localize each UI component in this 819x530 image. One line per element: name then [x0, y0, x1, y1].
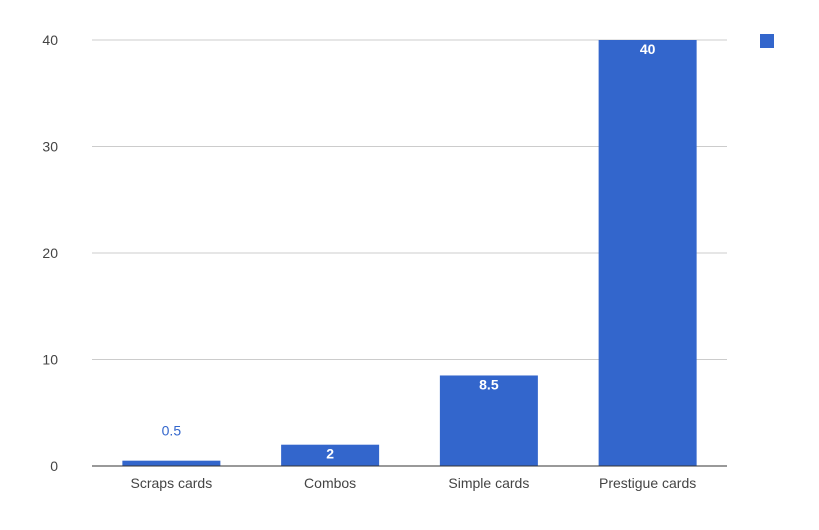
y-tick-label: 20: [42, 245, 58, 261]
legend-swatch: [760, 34, 774, 48]
data-label: 40: [640, 41, 656, 57]
x-tick-label: Simple cards: [448, 475, 529, 491]
x-tick-label: Scraps cards: [131, 475, 213, 491]
x-tick-label: Combos: [304, 475, 356, 491]
data-label: 2: [326, 446, 334, 462]
data-label: 8.5: [479, 376, 499, 392]
bar: [281, 444, 380, 466]
y-tick-label: 0: [50, 458, 58, 474]
bar: [439, 375, 538, 466]
bar: [598, 40, 697, 466]
data-labels: 0.5 2 8.5 40: [162, 41, 656, 462]
y-tick-label: 40: [42, 32, 58, 48]
legend: [760, 34, 774, 48]
y-tick-label: 30: [42, 139, 58, 155]
data-label: 0.5: [162, 423, 182, 439]
y-tick-label: 10: [42, 352, 58, 368]
x-tick-label: Prestigue cards: [599, 475, 696, 491]
bar: [122, 460, 221, 466]
axes: 0 10 20 30 40 Scraps cards Combos Simple cards P…: [42, 32, 727, 491]
bars: [122, 40, 697, 466]
